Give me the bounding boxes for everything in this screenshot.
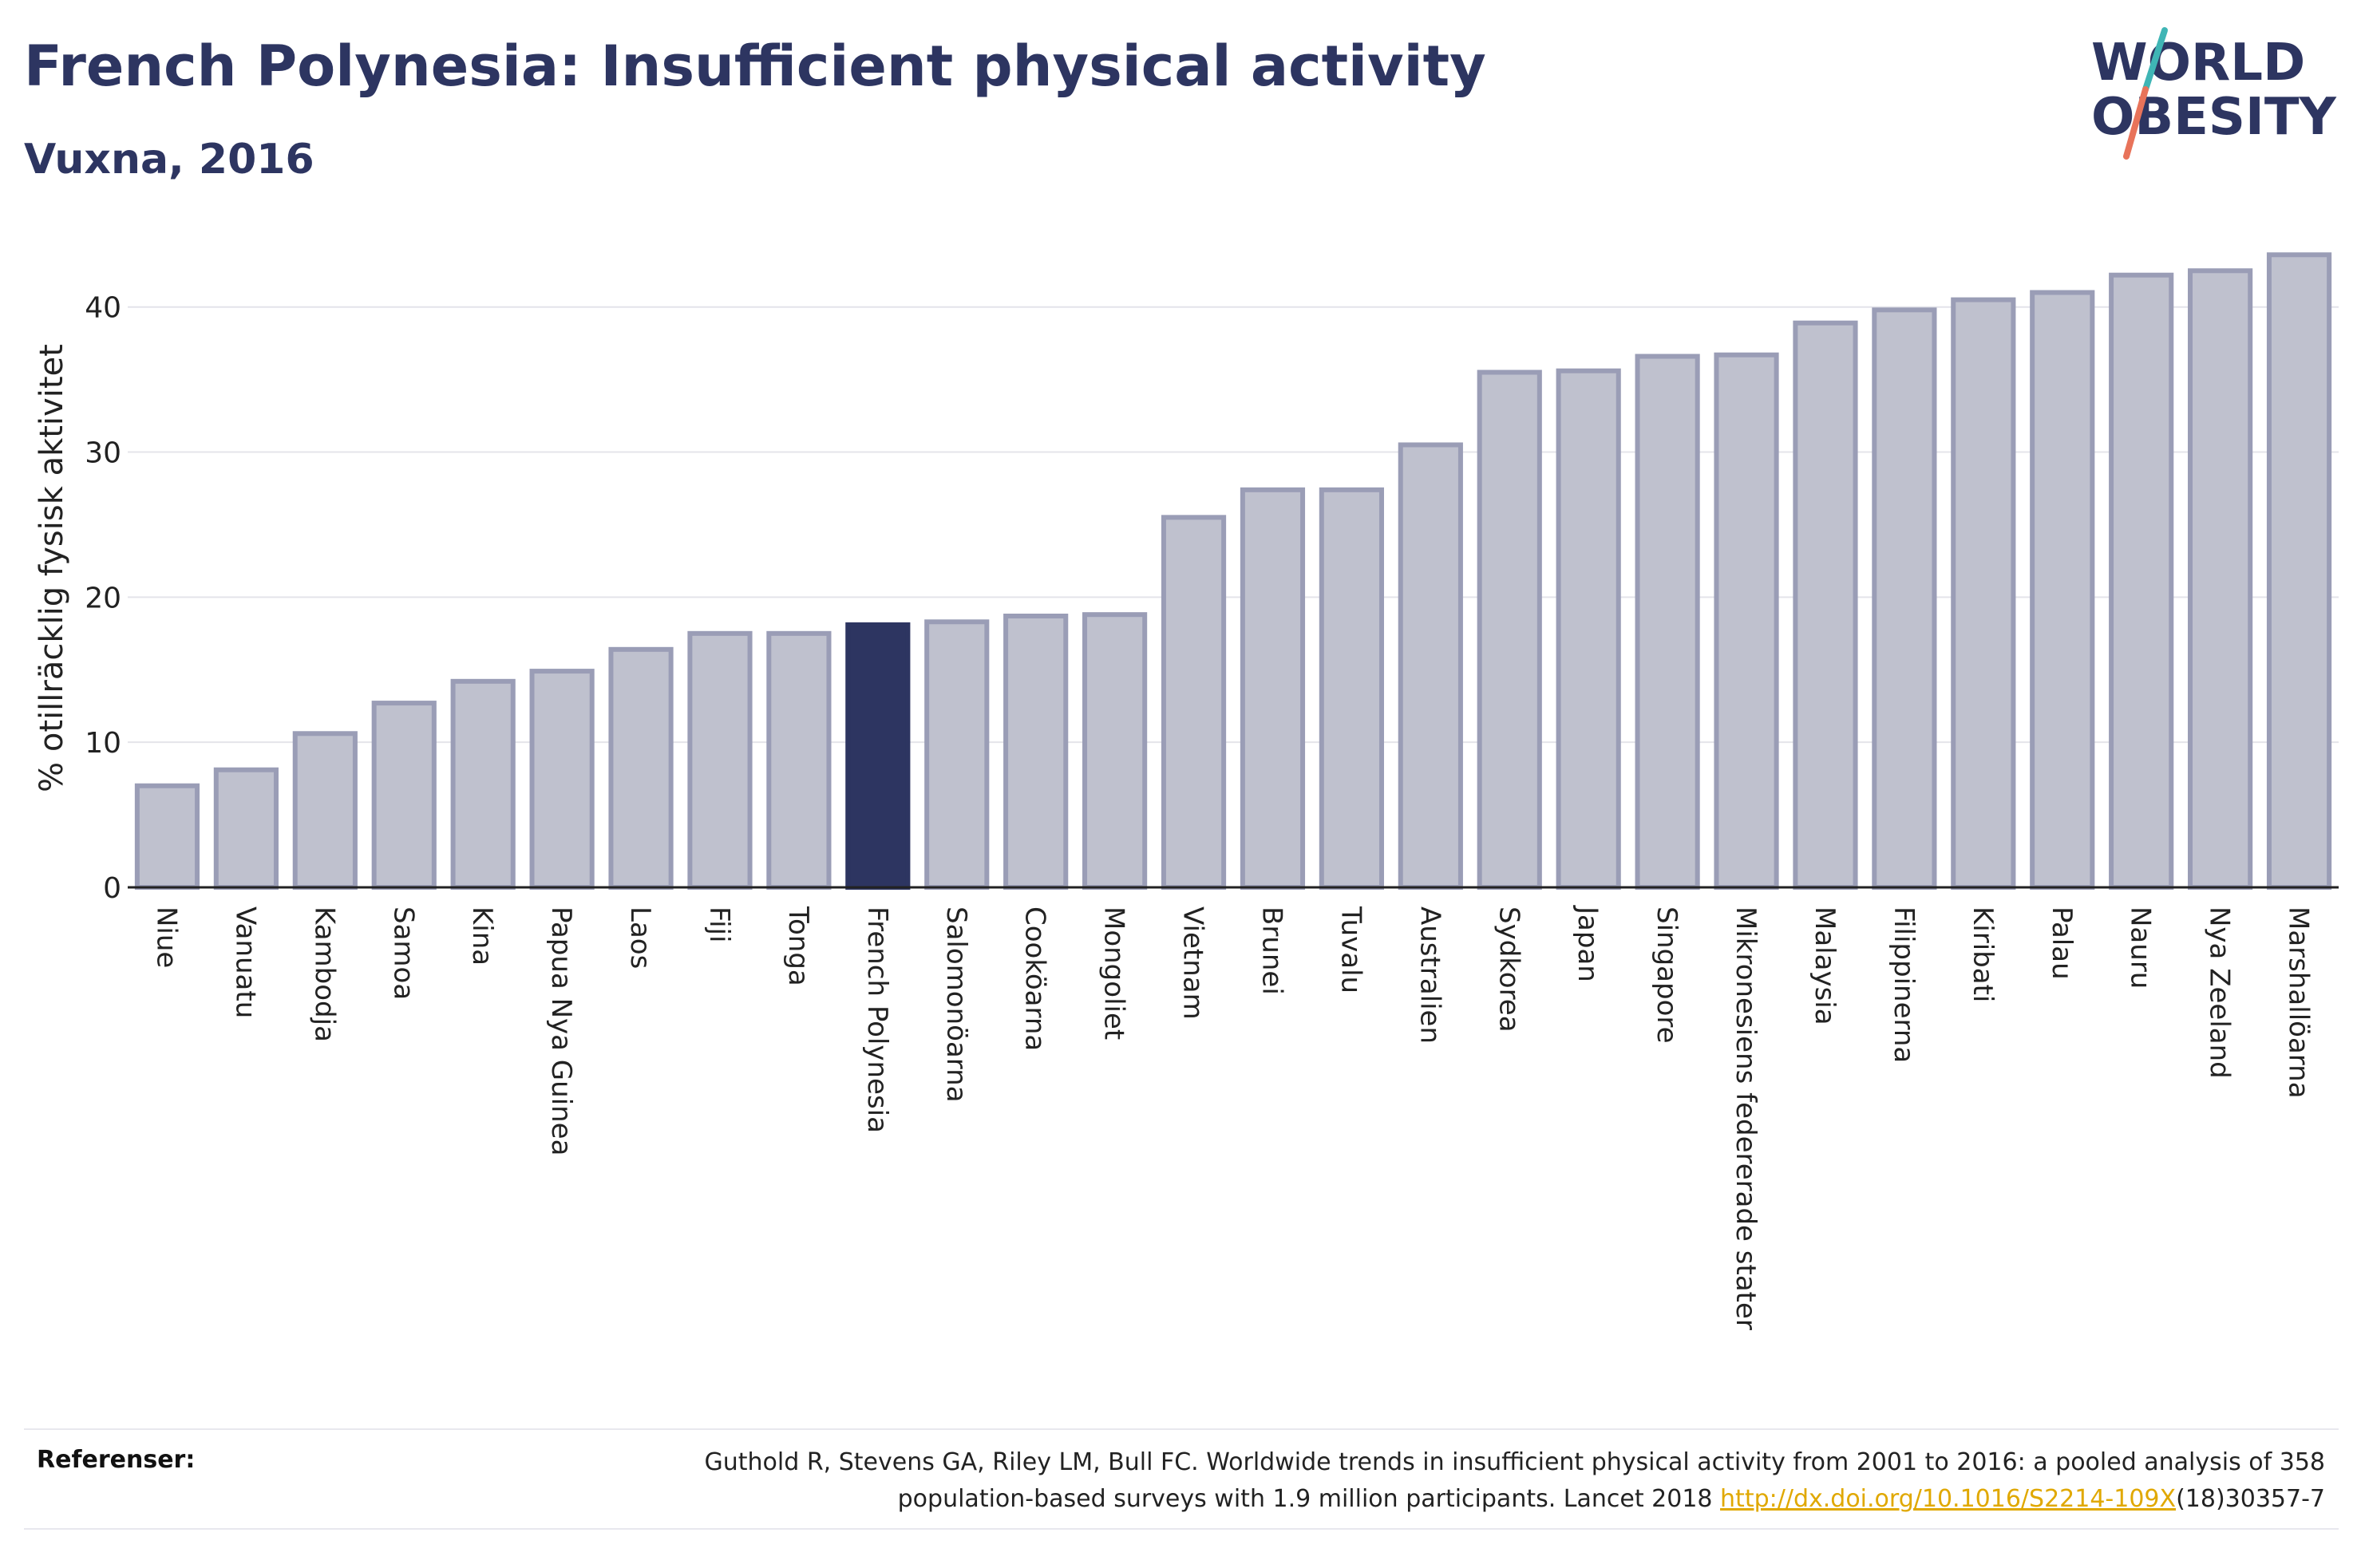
bar[interactable]	[2188, 268, 2253, 891]
bar[interactable]	[1161, 515, 1227, 890]
bar[interactable]	[2030, 290, 2095, 890]
y-axis-ticks: 0 10 20 30 40	[85, 292, 121, 905]
y-tick-label: 0	[103, 872, 121, 905]
logo-slash-coral	[2123, 86, 2149, 160]
x-tick-label: Palau	[2046, 906, 2078, 980]
world-obesity-logo: WORLD OBESITY	[2091, 27, 2336, 160]
x-tick-label: French Polynesia	[861, 906, 893, 1133]
x-tick-label: Fiji	[703, 906, 735, 942]
x-tick-label: Niue	[150, 906, 182, 968]
bar[interactable]	[1477, 369, 1542, 890]
chart-title: French Polynesia: Insufficient physical …	[24, 34, 1486, 99]
x-tick-label: Mongoliet	[1098, 906, 1130, 1040]
bar-highlighted[interactable]	[845, 622, 911, 891]
chart-subtitle: Vuxna, 2016	[24, 136, 314, 184]
x-tick-label: Marshallöarna	[2283, 906, 2315, 1099]
x-tick-label: Vietnam	[1177, 906, 1209, 1020]
x-tick-label: Cooköarna	[1019, 906, 1051, 1051]
bar[interactable]	[134, 783, 200, 891]
y-axis-label: % otillräcklig fysisk aktivitet	[34, 344, 70, 792]
reference-divider-bottom	[24, 1528, 2339, 1530]
bar[interactable]	[2266, 252, 2332, 891]
bar[interactable]	[292, 731, 358, 890]
bar[interactable]	[1951, 297, 2016, 890]
x-tick-label: Kina	[466, 906, 498, 966]
bar[interactable]	[687, 630, 753, 890]
bar[interactable]	[1793, 320, 1858, 890]
bar[interactable]	[1635, 353, 1700, 890]
y-tick-label: 10	[85, 727, 121, 760]
x-tick-label: Australien	[1414, 906, 1445, 1044]
bar[interactable]	[1240, 487, 1306, 890]
bar[interactable]	[529, 669, 595, 890]
bar[interactable]	[766, 630, 832, 890]
bar[interactable]	[1003, 614, 1069, 890]
y-tick-label: 20	[85, 582, 121, 614]
bar[interactable]	[213, 767, 279, 891]
bar-chart: 0 10 20 30 40 Niue Vanuatu Kambodja Samoa Kina Pa…	[34, 252, 2339, 1330]
bar[interactable]	[1319, 487, 1384, 890]
x-tick-label: Tonga	[782, 906, 814, 986]
bar[interactable]	[1714, 352, 1779, 890]
bar[interactable]	[1398, 442, 1463, 890]
bar[interactable]	[371, 701, 437, 890]
bar[interactable]	[450, 678, 516, 890]
bar[interactable]	[608, 646, 674, 890]
y-tick-label: 40	[85, 292, 121, 325]
references-line-2: population-based surveys with 1.9 millio…	[897, 1485, 1721, 1513]
bar[interactable]	[1082, 612, 1148, 890]
bar[interactable]	[1556, 368, 1621, 890]
x-tick-label: Kiribati	[1967, 906, 1999, 1002]
references-doi-link[interactable]: http://dx.doi.org/10.1016/S2214-109X	[1720, 1485, 2177, 1513]
x-tick-label: Tuvalu	[1335, 906, 1366, 993]
bar[interactable]	[1872, 307, 1937, 890]
logo-slash-teal	[2142, 27, 2168, 93]
references-text: Guthold R, Stevens GA, Riley LM, Bull FC…	[489, 1444, 2325, 1518]
x-tick-label: Singapore	[1651, 906, 1683, 1044]
x-tick-label: Laos	[624, 906, 656, 969]
bar[interactable]	[924, 619, 990, 890]
reference-divider-top	[24, 1428, 2339, 1430]
x-axis-labels: Niue Vanuatu Kambodja Samoa Kina Papua Nya Gu…	[150, 905, 2314, 1330]
references-line-1: Guthold R, Stevens GA, Riley LM, Bull FC…	[704, 1448, 2325, 1476]
references-line-2-suffix: (18)30357-7	[2176, 1485, 2325, 1513]
x-tick-label: Sydkorea	[1493, 906, 1525, 1033]
bar[interactable]	[2109, 272, 2174, 890]
x-tick-label: Papua Nya Guinea	[545, 906, 577, 1155]
x-tick-label: Mikronesiens federerade stater	[1730, 906, 1762, 1330]
bars	[134, 252, 2332, 891]
x-tick-label: Filippinerna	[1888, 906, 1920, 1063]
x-tick-label: Brunei	[1256, 906, 1287, 995]
x-tick-label: Nya Zeeland	[2204, 906, 2236, 1079]
x-tick-label: Malaysia	[1809, 906, 1841, 1025]
x-tick-label: Salomonöarna	[940, 906, 972, 1103]
logo-text-world: WORLD	[2091, 34, 2305, 93]
x-tick-label: Samoa	[387, 906, 419, 1000]
x-tick-label: Nauru	[2125, 906, 2157, 989]
references-label: Referenser:	[37, 1446, 196, 1474]
y-tick-label: 30	[85, 437, 121, 470]
x-tick-label: Japan	[1572, 905, 1604, 982]
x-tick-label: Kambodja	[308, 906, 340, 1042]
x-tick-label: Vanuatu	[229, 906, 261, 1018]
